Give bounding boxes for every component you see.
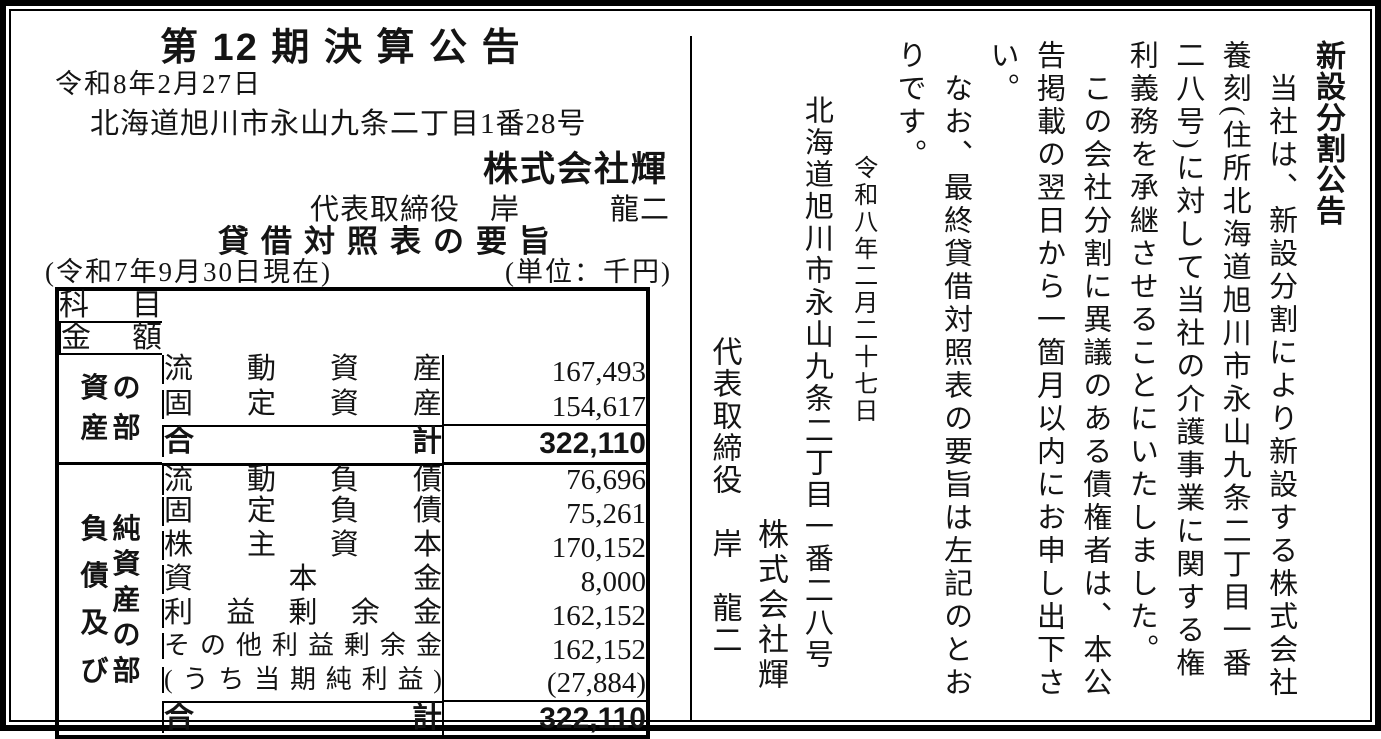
vertical-text-column: い。 <box>986 40 1019 106</box>
header-amount-label: 金額 <box>59 321 162 355</box>
total-amount-value: 322,110 <box>442 700 648 737</box>
amount-value: 170,152 <box>442 531 648 565</box>
header-item-label: 科目 <box>59 289 162 323</box>
table-row: その他利益剰余金 162,152 <box>57 633 648 667</box>
item-label: 固定負債 <box>162 495 442 527</box>
table-row: 資産 の部 流動資産 167,493 <box>57 353 648 442</box>
total-label: 合計 <box>162 701 442 734</box>
vertical-text-column: りです。 <box>893 40 926 172</box>
table-row: (うち当期純利益) (27,884) <box>57 667 648 701</box>
page-inner-border <box>9 9 1372 722</box>
unit-note: (単位：千円) <box>505 257 672 287</box>
vertical-text-column: 養刻(住所北海道旭川市永山九条二丁目一番 <box>1218 40 1251 681</box>
representative-name: 代表取締役 岸 龍二 <box>309 194 670 226</box>
split-notice-company: 株式会社輝 <box>752 518 788 693</box>
table-row: 資本金 8,000 <box>57 565 648 599</box>
table-row: 株主資本 170,152 <box>57 531 648 565</box>
split-notice-section: 新設分割公告 当社は、新設分割により新設する株式会社 養刻(住所北海道旭川市永山… <box>700 40 1350 702</box>
vertical-text-column: なお、最終貸借対照表の要旨は左記のとお <box>939 73 972 700</box>
item-label: 固定資産 <box>162 388 442 420</box>
balance-sheet-title: 貸借対照表の要旨 <box>218 224 562 259</box>
amount-value: 154,617 <box>442 390 648 425</box>
table-row: 固定負債 75,261 <box>57 497 648 531</box>
vertical-text-column: この会社分割に異議のある債権者は、本公 <box>1078 73 1111 700</box>
vertical-text-column: 利義務を承継させることにいたしました。 <box>1125 40 1158 667</box>
amount-value: 8,000 <box>442 565 648 599</box>
company-address: 北海道旭川市永山九条二丁目1番28号 <box>90 108 587 140</box>
announcement-title: 第 12 期 決 算 公 告 <box>160 27 522 69</box>
item-label: 資本金 <box>162 563 442 595</box>
company-name: 株式会社輝 <box>482 150 668 189</box>
amount-value: 162,152 <box>442 633 648 667</box>
assets-category-label: 資産 の部 <box>80 372 141 444</box>
total-amount-value: 322,110 <box>442 424 648 463</box>
liabilities-category-label: 負債及び 純資産の部 <box>80 512 141 686</box>
liabilities-category-cell: 負債及び 純資産の部 <box>57 461 162 737</box>
table-header-row: 科目 金額 <box>57 289 648 355</box>
table-row: 固定資産 154,617 <box>57 390 648 425</box>
split-notice-title: 新設分割公告 <box>1311 40 1344 226</box>
item-label: その他利益剰余金 <box>162 631 442 660</box>
item-label: (うち当期純利益) <box>162 665 442 694</box>
amount-value: 167,493 <box>442 355 648 390</box>
split-notice-address: 北海道旭川市永山九条二丁目一番二八号 <box>800 95 833 671</box>
vertical-text-column: 当社は、新設分割により新設する株式会社 <box>1264 73 1297 700</box>
assets-category-cell: 資産 の部 <box>57 355 162 463</box>
split-notice-date: 令和八年二月二十七日 <box>849 155 876 425</box>
split-notice-representative: 代表取締役 岸 龍二 <box>707 336 741 656</box>
as-of-date-note: (令和7年9月30日現在) <box>45 257 332 287</box>
item-label: 流動負債 <box>162 463 442 496</box>
assets-total-row: 合計 322,110 <box>57 424 648 463</box>
total-label: 合計 <box>162 425 442 458</box>
amount-value: (27,884) <box>442 667 648 701</box>
amount-value: 162,152 <box>442 599 648 633</box>
vertical-text-column: 告掲載の翌日から一箇月以内にお申し出下さ <box>1032 40 1065 700</box>
item-label: 利益剰余金 <box>162 597 442 629</box>
section-divider-line <box>690 36 692 720</box>
table-row: 負債及び 純資産の部 流動負債 76,696 <box>57 461 648 737</box>
vertical-text-column: 二八号)に対して当社の介護事業に関する権 <box>1171 40 1204 681</box>
announcement-date: 令和8年2月27日 <box>55 69 262 99</box>
balance-sheet-notes: (令和7年9月30日現在) (単位：千円) <box>45 250 672 289</box>
amount-value: 76,696 <box>442 461 648 497</box>
item-label: 株主資本 <box>162 529 442 561</box>
table-row: 利益剰余金 162,152 <box>57 599 648 633</box>
item-label: 流動資産 <box>162 353 442 385</box>
balance-sheet-table: 科目 金額 資産 の部 流動資産 167,493 固定資産 154,617 合計… <box>55 287 650 739</box>
amount-value: 75,261 <box>442 497 648 531</box>
